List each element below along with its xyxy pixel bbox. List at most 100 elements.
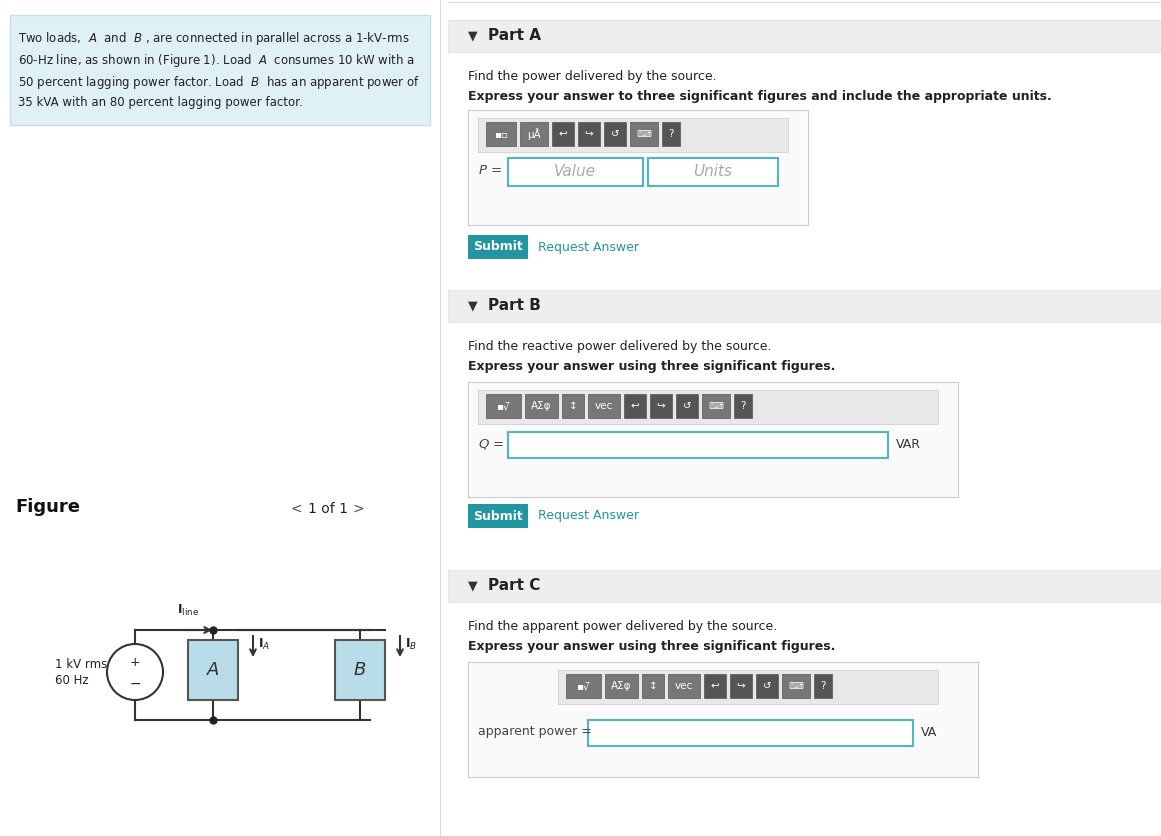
Text: ↺: ↺ <box>683 401 691 411</box>
Bar <box>676 394 698 418</box>
Bar <box>558 670 938 704</box>
Bar <box>604 122 626 146</box>
Text: ↕: ↕ <box>569 401 577 411</box>
Bar <box>704 674 726 698</box>
Text: +: + <box>130 655 140 669</box>
Text: Find the reactive power delivered by the source.: Find the reactive power delivered by the… <box>468 340 772 353</box>
Text: −: − <box>129 677 140 691</box>
Text: ↕: ↕ <box>649 681 657 691</box>
Text: ⌨: ⌨ <box>708 401 723 411</box>
Text: VAR: VAR <box>896 439 921 451</box>
Text: ⌨: ⌨ <box>788 681 803 691</box>
Text: 60-Hz line, as shown in (Figure 1). Load  $A$  consumes 10 kW with a: 60-Hz line, as shown in (Figure 1). Load… <box>19 52 414 69</box>
Text: Units: Units <box>693 165 733 180</box>
Bar <box>578 122 600 146</box>
Bar <box>336 640 385 700</box>
Bar <box>567 674 601 698</box>
Bar <box>642 674 664 698</box>
Bar <box>702 394 730 418</box>
Text: ▼: ▼ <box>468 299 477 313</box>
Bar <box>468 110 808 225</box>
Bar <box>756 674 778 698</box>
Bar <box>448 0 1161 836</box>
Text: Find the apparent power delivered by the source.: Find the apparent power delivered by the… <box>468 620 777 633</box>
Text: Value: Value <box>554 165 596 180</box>
Bar <box>648 158 778 186</box>
Text: 60 Hz: 60 Hz <box>55 674 88 686</box>
Bar <box>188 640 238 700</box>
Bar <box>734 394 752 418</box>
Text: ΑΣφ: ΑΣφ <box>611 681 632 691</box>
Text: Express your answer using three significant figures.: Express your answer using three signific… <box>468 360 836 373</box>
Bar <box>650 394 672 418</box>
Text: Express your answer to three significant figures and include the appropriate uni: Express your answer to three significant… <box>468 90 1052 103</box>
Text: Part B: Part B <box>488 298 541 314</box>
Bar <box>10 15 430 125</box>
Text: ▼: ▼ <box>468 579 477 593</box>
Text: ↪: ↪ <box>736 681 745 691</box>
Text: 1 kV rms: 1 kV rms <box>55 659 107 671</box>
Text: $\mathbf{I}$$_A$: $\mathbf{I}$$_A$ <box>258 636 271 651</box>
Bar <box>630 122 658 146</box>
Text: ΑΣφ: ΑΣφ <box>531 401 551 411</box>
Text: Part A: Part A <box>488 28 541 43</box>
Bar <box>468 504 528 528</box>
Bar <box>814 674 832 698</box>
Text: Find the power delivered by the source.: Find the power delivered by the source. <box>468 70 716 83</box>
Bar <box>448 570 1161 602</box>
Text: $P$ =: $P$ = <box>478 164 502 176</box>
Text: ▼: ▼ <box>468 29 477 43</box>
Bar <box>478 118 788 152</box>
Text: Request Answer: Request Answer <box>538 509 639 522</box>
Bar <box>478 390 938 424</box>
Text: VA: VA <box>921 726 937 740</box>
Text: ↩: ↩ <box>558 129 568 139</box>
Text: $\mathbf{I}$$_B$: $\mathbf{I}$$_B$ <box>405 636 417 651</box>
Text: Two loads,  $A$  and  $B$ , are connected in parallel across a 1-kV-rms: Two loads, $A$ and $B$ , are connected i… <box>19 30 410 47</box>
Text: 50 percent lagging power factor. Load  $B$  has an apparent power of: 50 percent lagging power factor. Load $B… <box>19 74 420 91</box>
Text: Part C: Part C <box>488 579 540 594</box>
Bar <box>0 0 440 836</box>
Text: ⌨: ⌨ <box>636 129 651 139</box>
Text: ↪: ↪ <box>657 401 665 411</box>
Bar <box>662 122 680 146</box>
Text: ▪√̄: ▪√̄ <box>576 681 590 691</box>
Bar <box>623 394 646 418</box>
Text: ?: ? <box>741 401 745 411</box>
Bar <box>468 662 978 777</box>
Text: >: > <box>353 502 365 516</box>
Text: <: < <box>290 502 302 516</box>
Bar <box>486 122 515 146</box>
Bar <box>783 674 810 698</box>
Bar <box>486 394 521 418</box>
Bar <box>587 720 913 746</box>
Text: ↩: ↩ <box>711 681 720 691</box>
Text: ▪▫: ▪▫ <box>493 129 509 139</box>
Bar <box>520 122 548 146</box>
Circle shape <box>107 644 163 700</box>
Bar <box>562 394 584 418</box>
Text: 35 kVA with an 80 percent lagging power factor.: 35 kVA with an 80 percent lagging power … <box>19 96 303 109</box>
Bar <box>509 432 888 458</box>
Text: ▪√̄: ▪√̄ <box>496 401 510 411</box>
Bar <box>551 122 574 146</box>
Text: μÅ: μÅ <box>527 128 541 140</box>
Bar <box>730 674 752 698</box>
Text: ?: ? <box>821 681 825 691</box>
Bar <box>525 394 558 418</box>
Text: ↺: ↺ <box>611 129 619 139</box>
Text: ↪: ↪ <box>585 129 593 139</box>
Bar <box>468 382 958 497</box>
Text: apparent power =: apparent power = <box>478 726 592 738</box>
Text: Express your answer using three significant figures.: Express your answer using three signific… <box>468 640 836 653</box>
Text: Submit: Submit <box>474 241 522 253</box>
Bar <box>605 674 639 698</box>
Text: Request Answer: Request Answer <box>538 241 639 253</box>
Text: $\mathbf{I}$$_\mathrm{line}$: $\mathbf{I}$$_\mathrm{line}$ <box>176 603 199 618</box>
Text: Submit: Submit <box>474 509 522 522</box>
Bar <box>448 20 1161 52</box>
Text: ↺: ↺ <box>763 681 771 691</box>
Text: vec: vec <box>594 401 613 411</box>
Bar <box>448 290 1161 322</box>
Text: ?: ? <box>669 129 673 139</box>
